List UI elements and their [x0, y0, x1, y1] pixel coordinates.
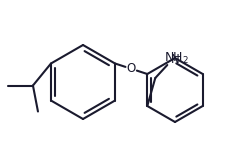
Text: NH$_2$: NH$_2$ — [164, 51, 189, 66]
Text: N: N — [171, 53, 179, 65]
Text: O: O — [126, 62, 136, 75]
